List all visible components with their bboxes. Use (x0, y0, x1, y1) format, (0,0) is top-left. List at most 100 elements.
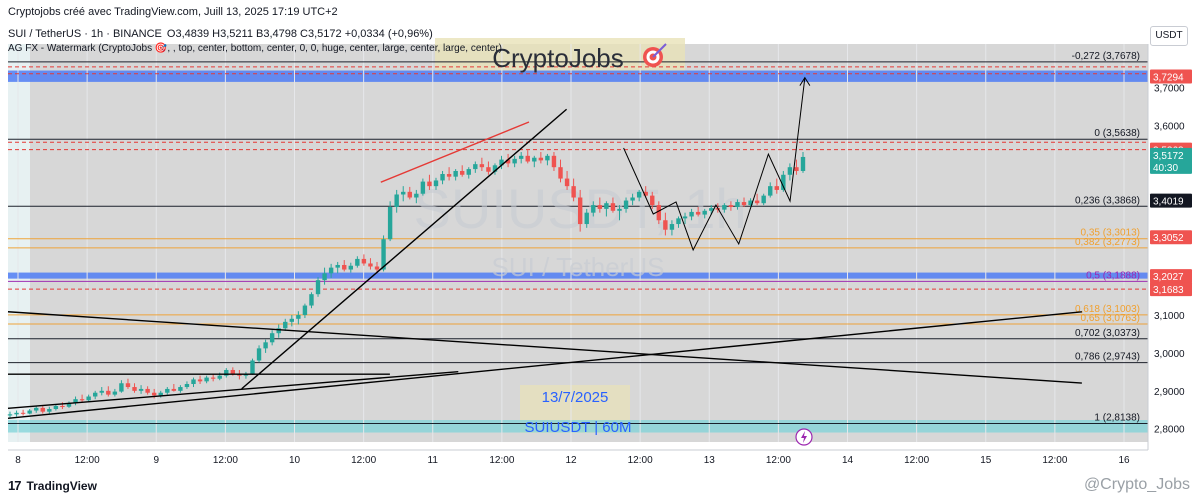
candle-body (34, 407, 39, 411)
candle-body (315, 280, 321, 295)
candle-body (741, 202, 747, 206)
candle-body (355, 258, 360, 266)
candle-body (269, 333, 275, 343)
lightning-icon[interactable] (795, 428, 813, 446)
candle-body (73, 399, 78, 403)
candle-body (119, 383, 124, 392)
candle-body (545, 155, 550, 161)
price-tag (1150, 230, 1192, 245)
candle-body (296, 315, 301, 319)
candle-body (453, 170, 458, 177)
candle-body (309, 294, 314, 306)
candle-body (650, 195, 655, 206)
fib-label: 0,618 (3,1003) (1075, 304, 1140, 315)
time-tick-label: 15 (980, 455, 992, 466)
candle-body (728, 205, 734, 207)
candle-body (204, 377, 209, 382)
candle-body (217, 375, 222, 379)
red-dashed-levels (8, 66, 1148, 290)
candle-body (53, 405, 59, 410)
fib-label: 0,5 (3,1888) (1086, 270, 1140, 281)
candle-body (748, 200, 753, 206)
author-watermark: @Crypto_Jobs (1083, 476, 1190, 493)
time-tick-label: 13 (704, 455, 716, 466)
candle-body (47, 409, 52, 412)
candle-body (99, 390, 104, 393)
candle-body (492, 165, 498, 172)
candle-body (368, 263, 373, 267)
trend-line (7, 370, 459, 410)
candle-body (643, 191, 648, 196)
price-tag (1150, 269, 1192, 284)
target-icon (643, 43, 667, 67)
candle-body (171, 388, 177, 391)
price-tag-label: 3,2027 (1153, 272, 1184, 283)
price-tag-label: 3,1683 (1153, 285, 1184, 296)
candle-body (224, 369, 229, 376)
v-grid (17, 44, 1125, 442)
candle-body (361, 258, 367, 264)
watermark-brand: CryptoJobs (492, 43, 624, 73)
plot-area (8, 44, 1148, 442)
tradingview-icon: 17 (8, 478, 22, 493)
projection-path (623, 77, 806, 252)
candle-body (106, 390, 111, 395)
candle-body (558, 167, 563, 179)
time-tick-label: 12:00 (351, 455, 376, 466)
candle-body (27, 410, 32, 414)
time-tick-label: 12:00 (75, 455, 100, 466)
price-tags: 3,72943,53633,517240:303,40193,30523,202… (1150, 69, 1192, 297)
candle-body (191, 379, 196, 385)
candle-body (40, 407, 45, 412)
candle-body (138, 388, 144, 391)
candle-body (505, 159, 511, 164)
candle-body (66, 402, 72, 407)
candle-body (787, 167, 793, 175)
candle-body (387, 206, 393, 240)
tradingview-logo[interactable]: 17 TradingView (8, 478, 97, 493)
trend-line (241, 108, 568, 390)
fib-label: 0,236 (3,3868) (1075, 195, 1140, 206)
indicator-line[interactable]: AG FX - Watermark (CryptoJobs 🎯, , top, … (8, 43, 502, 54)
left-highlight-zone (8, 44, 30, 442)
candle-body (525, 155, 530, 162)
price-axis[interactable]: 3,7000 3,6000 3,1000 3,0000 2,9000 2,8000 (1154, 84, 1185, 436)
candle-body (374, 266, 380, 270)
header-symbol-line: SUI / TetherUS · 1h · BINANCE O3,4839 H3… (8, 28, 433, 40)
currency-button[interactable]: USDT (1150, 26, 1188, 46)
candle-body (486, 167, 491, 172)
candle-body (210, 377, 216, 379)
candle-body (689, 211, 694, 217)
time-tick-label: 12:00 (628, 455, 653, 466)
candle-body (709, 208, 714, 211)
fib-label: 0,702 (3,0373) (1075, 328, 1140, 339)
candle-body (676, 218, 681, 225)
candle-body (597, 205, 603, 209)
candle-body (604, 203, 609, 209)
candle-body (473, 164, 478, 170)
candle-body (20, 412, 26, 414)
candle-body (532, 157, 537, 162)
trend-line (7, 311, 1082, 419)
time-axis[interactable]: 8 12:00 9 12:00 10 12:00 11 12:00 12 12:00 13 12:00… (15, 455, 1130, 466)
candle-body (112, 391, 118, 395)
price-tick-label: 2,8000 (1154, 425, 1185, 436)
time-tick-label: 8 (15, 455, 21, 466)
candle-body (184, 384, 190, 388)
candle-body (145, 388, 150, 393)
candle-body (499, 159, 504, 166)
candles-layer (7, 150, 806, 418)
time-tick-label: 16 (1118, 455, 1130, 466)
candle-body (302, 305, 308, 316)
price-tag (1150, 193, 1192, 208)
symbol-label[interactable]: SUI / TetherUS · 1h · BINANCE (8, 28, 162, 40)
trend-line (7, 311, 1082, 384)
candle-body (800, 156, 806, 171)
candle-body (414, 193, 419, 198)
candle-body (551, 155, 557, 168)
candle-body (682, 216, 688, 219)
candle-body (761, 195, 766, 204)
candle-body (466, 169, 471, 175)
candle-body (610, 203, 616, 211)
